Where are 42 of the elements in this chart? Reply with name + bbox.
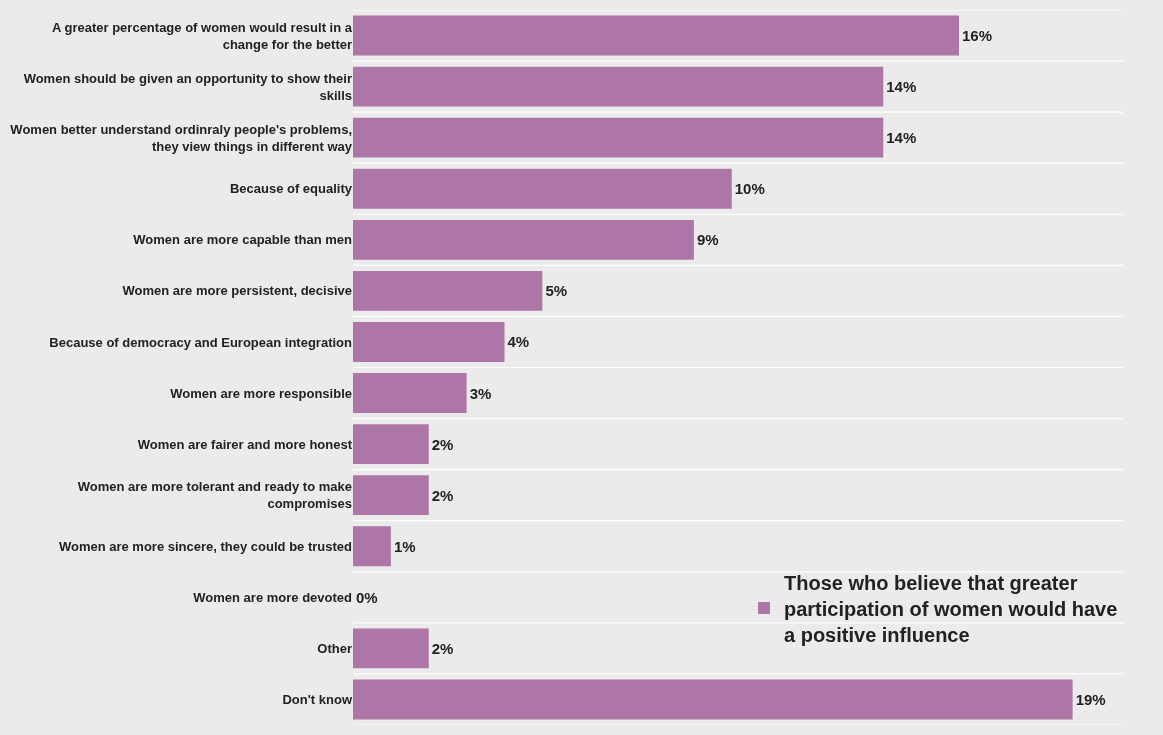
bar [353, 424, 429, 465]
y-tick-label: Women are more capable than men [133, 232, 353, 248]
bar [353, 15, 959, 56]
y-tick-label: Women are more persistent, decisive [122, 283, 352, 299]
legend-label: Those who believe that greater participation of women would have a positive influence [784, 571, 1118, 646]
bar [353, 475, 429, 516]
data-label: 14% [886, 78, 917, 96]
data-label: 16% [962, 27, 993, 45]
y-tick-label: Women better understand ordinraly people's problems, they view things in different way [10, 121, 353, 154]
bar [353, 66, 884, 107]
bar [353, 628, 429, 669]
data-label: 14% [886, 129, 917, 147]
y-tick-label: Women are more devoted [193, 589, 353, 605]
y-tick-label: Because of democracy and European integration [49, 334, 353, 350]
data-label: 19% [1075, 690, 1106, 708]
data-label: 0% [356, 588, 378, 606]
data-label: 3% [469, 384, 492, 402]
bar [353, 322, 505, 362]
data-label: 10% [734, 180, 765, 198]
bar [353, 270, 543, 311]
y-tick-label: Don't know [282, 692, 353, 708]
y-tick-label: Women are more sincere, they could be trusted [58, 538, 353, 554]
data-label: 2% [431, 486, 454, 504]
bar [353, 168, 732, 209]
data-label: 4% [507, 333, 530, 351]
bar [353, 117, 884, 158]
data-label: 5% [545, 282, 568, 300]
y-tick-label: Women are more tolerant and ready to make compromises [77, 479, 352, 512]
bar [353, 219, 694, 260]
y-tick-label: Other [317, 640, 352, 656]
y-tick-label: Women should be given an opportunity to show their skills [23, 70, 352, 103]
y-tick-label: Women are fairer and more honest [137, 436, 353, 452]
bar [353, 679, 1073, 720]
data-label: 1% [393, 537, 416, 555]
y-tick-label: Because of equality [229, 181, 353, 197]
data-label: 2% [431, 435, 454, 453]
bar [353, 526, 391, 567]
y-tick-label: Women are more responsible [170, 385, 352, 401]
data-label: 2% [431, 639, 454, 657]
bar [353, 373, 467, 413]
data-label: 9% [696, 231, 719, 249]
y-tick-label: A greater percentage of women would result in a change for the better [51, 19, 353, 52]
